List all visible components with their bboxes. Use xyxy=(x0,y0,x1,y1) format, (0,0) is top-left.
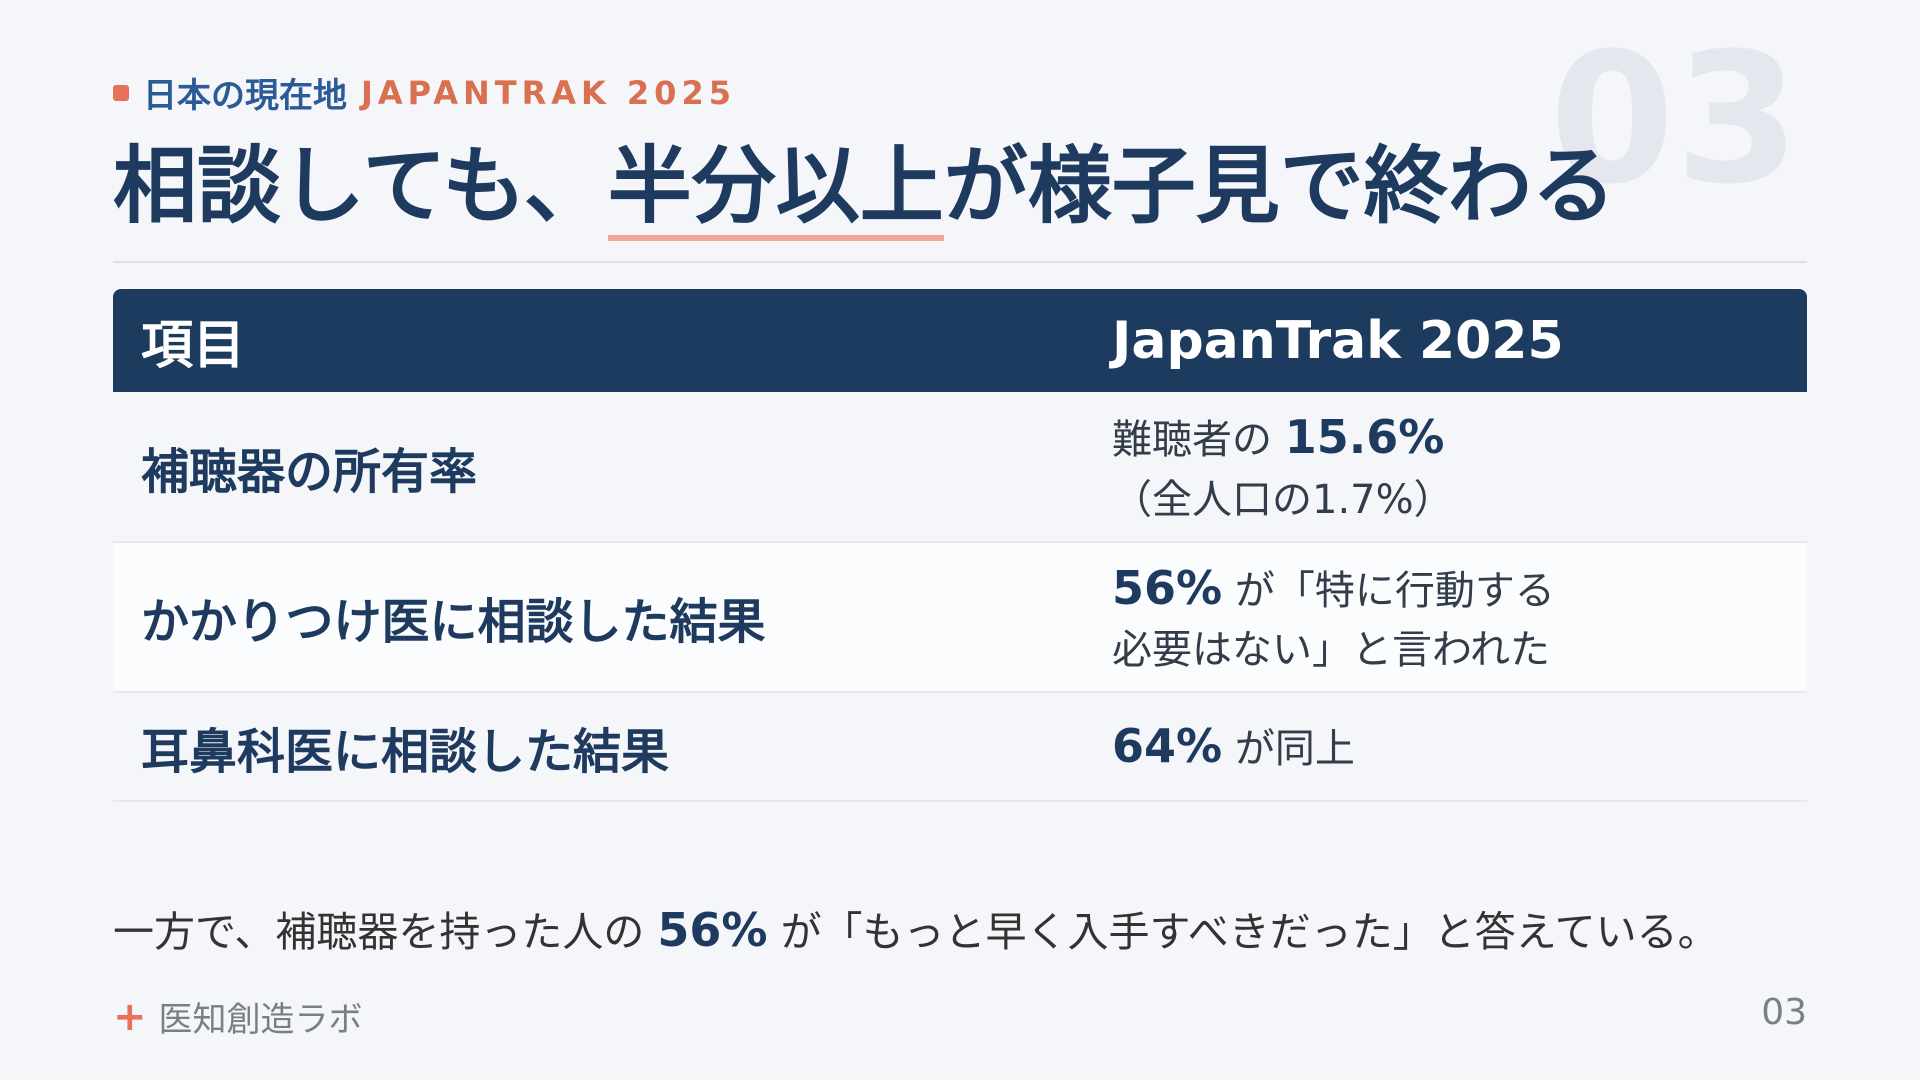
table-header: 項目 JapanTrak 2025 xyxy=(113,289,1807,392)
row-value: 56% が「特に行動する 必要はない」と言われた xyxy=(1112,555,1807,680)
eyebrow-label: 日本の現在地 xyxy=(143,76,347,116)
value-emphasis: 64% xyxy=(1112,719,1223,774)
brand-icon: + xyxy=(113,993,147,1040)
table-row: かかりつけ医に相談した結果 56% が「特に行動する 必要はない」と言われた xyxy=(113,543,1807,693)
divider xyxy=(113,261,1807,263)
title-highlight: 半分以上 xyxy=(607,137,944,241)
value-note: 必要はない」と言われた xyxy=(1112,627,1550,674)
row-label: かかりつけ医に相談した結果 xyxy=(141,594,766,650)
summary-emphasis: 56% xyxy=(657,903,768,957)
title-text: が様子見で終わる xyxy=(943,137,1616,235)
value-emphasis: 15.6% xyxy=(1284,410,1445,465)
table-row: 補聴器の所有率 難聴者の 15.6% （全人口の1.7%） xyxy=(113,392,1807,543)
table: 項目 JapanTrak 2025 補聴器の所有率 難聴者の 15.6% （全人口… xyxy=(113,289,1807,802)
value-suffix: が「特に行動する xyxy=(1234,567,1555,614)
title-text: 相談しても、 xyxy=(113,137,608,235)
value-suffix: が同上 xyxy=(1234,726,1355,773)
row-value: 難聴者の 15.6% （全人口の1.7%） xyxy=(1112,404,1807,529)
value-prefix: 難聴者の xyxy=(1112,417,1272,464)
watermark-number: 03 xyxy=(1549,15,1801,224)
header-cell: JapanTrak 2025 xyxy=(1112,310,1564,371)
eyebrow: 日本の現在地 JAPANTRAK 2025 xyxy=(113,68,736,117)
row-label: 耳鼻科医に相談した結果 xyxy=(141,723,670,780)
table-row: 耳鼻科医に相談した結果 64% が同上 xyxy=(113,693,1807,802)
row-value: 64% が同上 xyxy=(1112,713,1807,780)
summary-text: 一方で、補聴器を持った人の xyxy=(113,908,645,956)
page-number: 03 xyxy=(1761,992,1807,1033)
brand: + 医知創造ラボ xyxy=(113,992,363,1041)
header-cell: 項目 xyxy=(141,316,246,376)
eyebrow-source: JAPANTRAK 2025 xyxy=(361,73,736,112)
value-note: （全人口の1.7%） xyxy=(1112,476,1454,523)
row-label: 補聴器の所有率 xyxy=(141,443,478,500)
title: 相談しても、半分以上が様子見で終わる xyxy=(113,137,1616,241)
summary: 一方で、補聴器を持った人の 56% が「もっと早く入手すべきだった」と答えている… xyxy=(113,898,1719,958)
summary-text: が「もっと早く入手すべきだった」と答えている。 xyxy=(780,908,1719,956)
value-line: 64% が同上 xyxy=(1112,713,1807,780)
value-emphasis: 56% xyxy=(1112,560,1223,615)
value-line: 難聴者の 15.6% xyxy=(1112,404,1807,471)
brand-name: 医知創造ラボ xyxy=(158,1000,363,1040)
bullet xyxy=(113,84,129,101)
value-line: 56% が「特に行動する xyxy=(1112,555,1807,622)
